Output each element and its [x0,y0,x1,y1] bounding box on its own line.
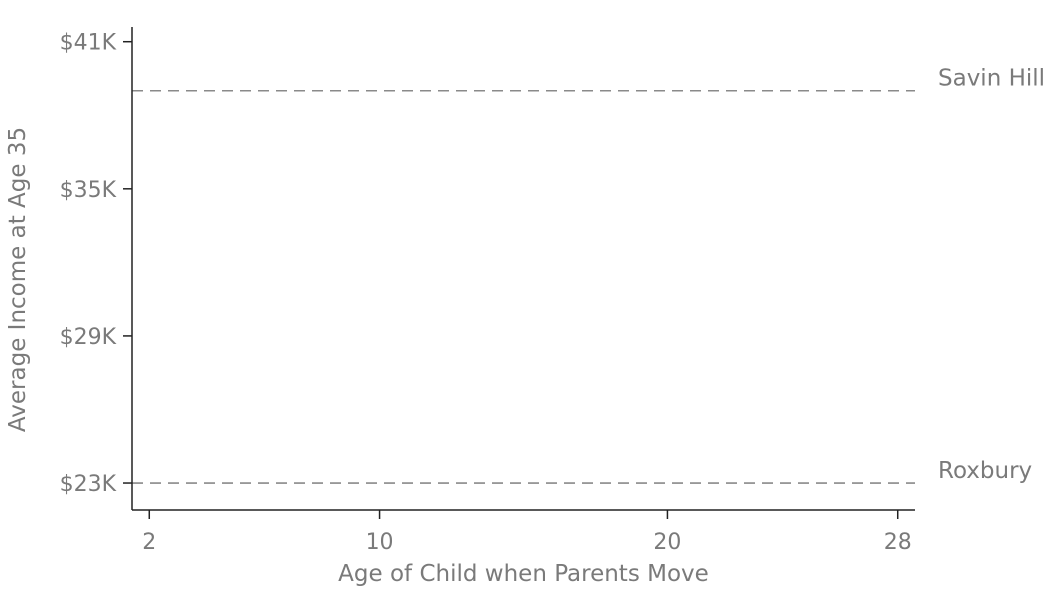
y-axis-ticks: $23K $29K $35K $41K [60,31,132,497]
y-tick-label: $29K [60,325,117,350]
x-axis-ticks: 2 10 20 28 [142,510,912,555]
reference-line-label: Roxbury [938,458,1032,484]
y-tick-label: $35K [60,178,117,203]
y-tick-label: $41K [60,31,117,56]
x-tick-label: 2 [142,530,156,555]
reference-lines: Savin Hill Roxbury [132,66,1045,484]
x-tick-label: 20 [653,530,681,555]
reference-line-label: Savin Hill [938,66,1045,92]
x-axis-title: Age of Child when Parents Move [338,561,709,587]
axes [131,27,915,511]
x-tick-label: 28 [884,530,912,555]
y-tick-label: $23K [60,472,117,497]
y-axis-title: Average Income at Age 35 [5,127,31,432]
x-tick-label: 10 [366,530,394,555]
